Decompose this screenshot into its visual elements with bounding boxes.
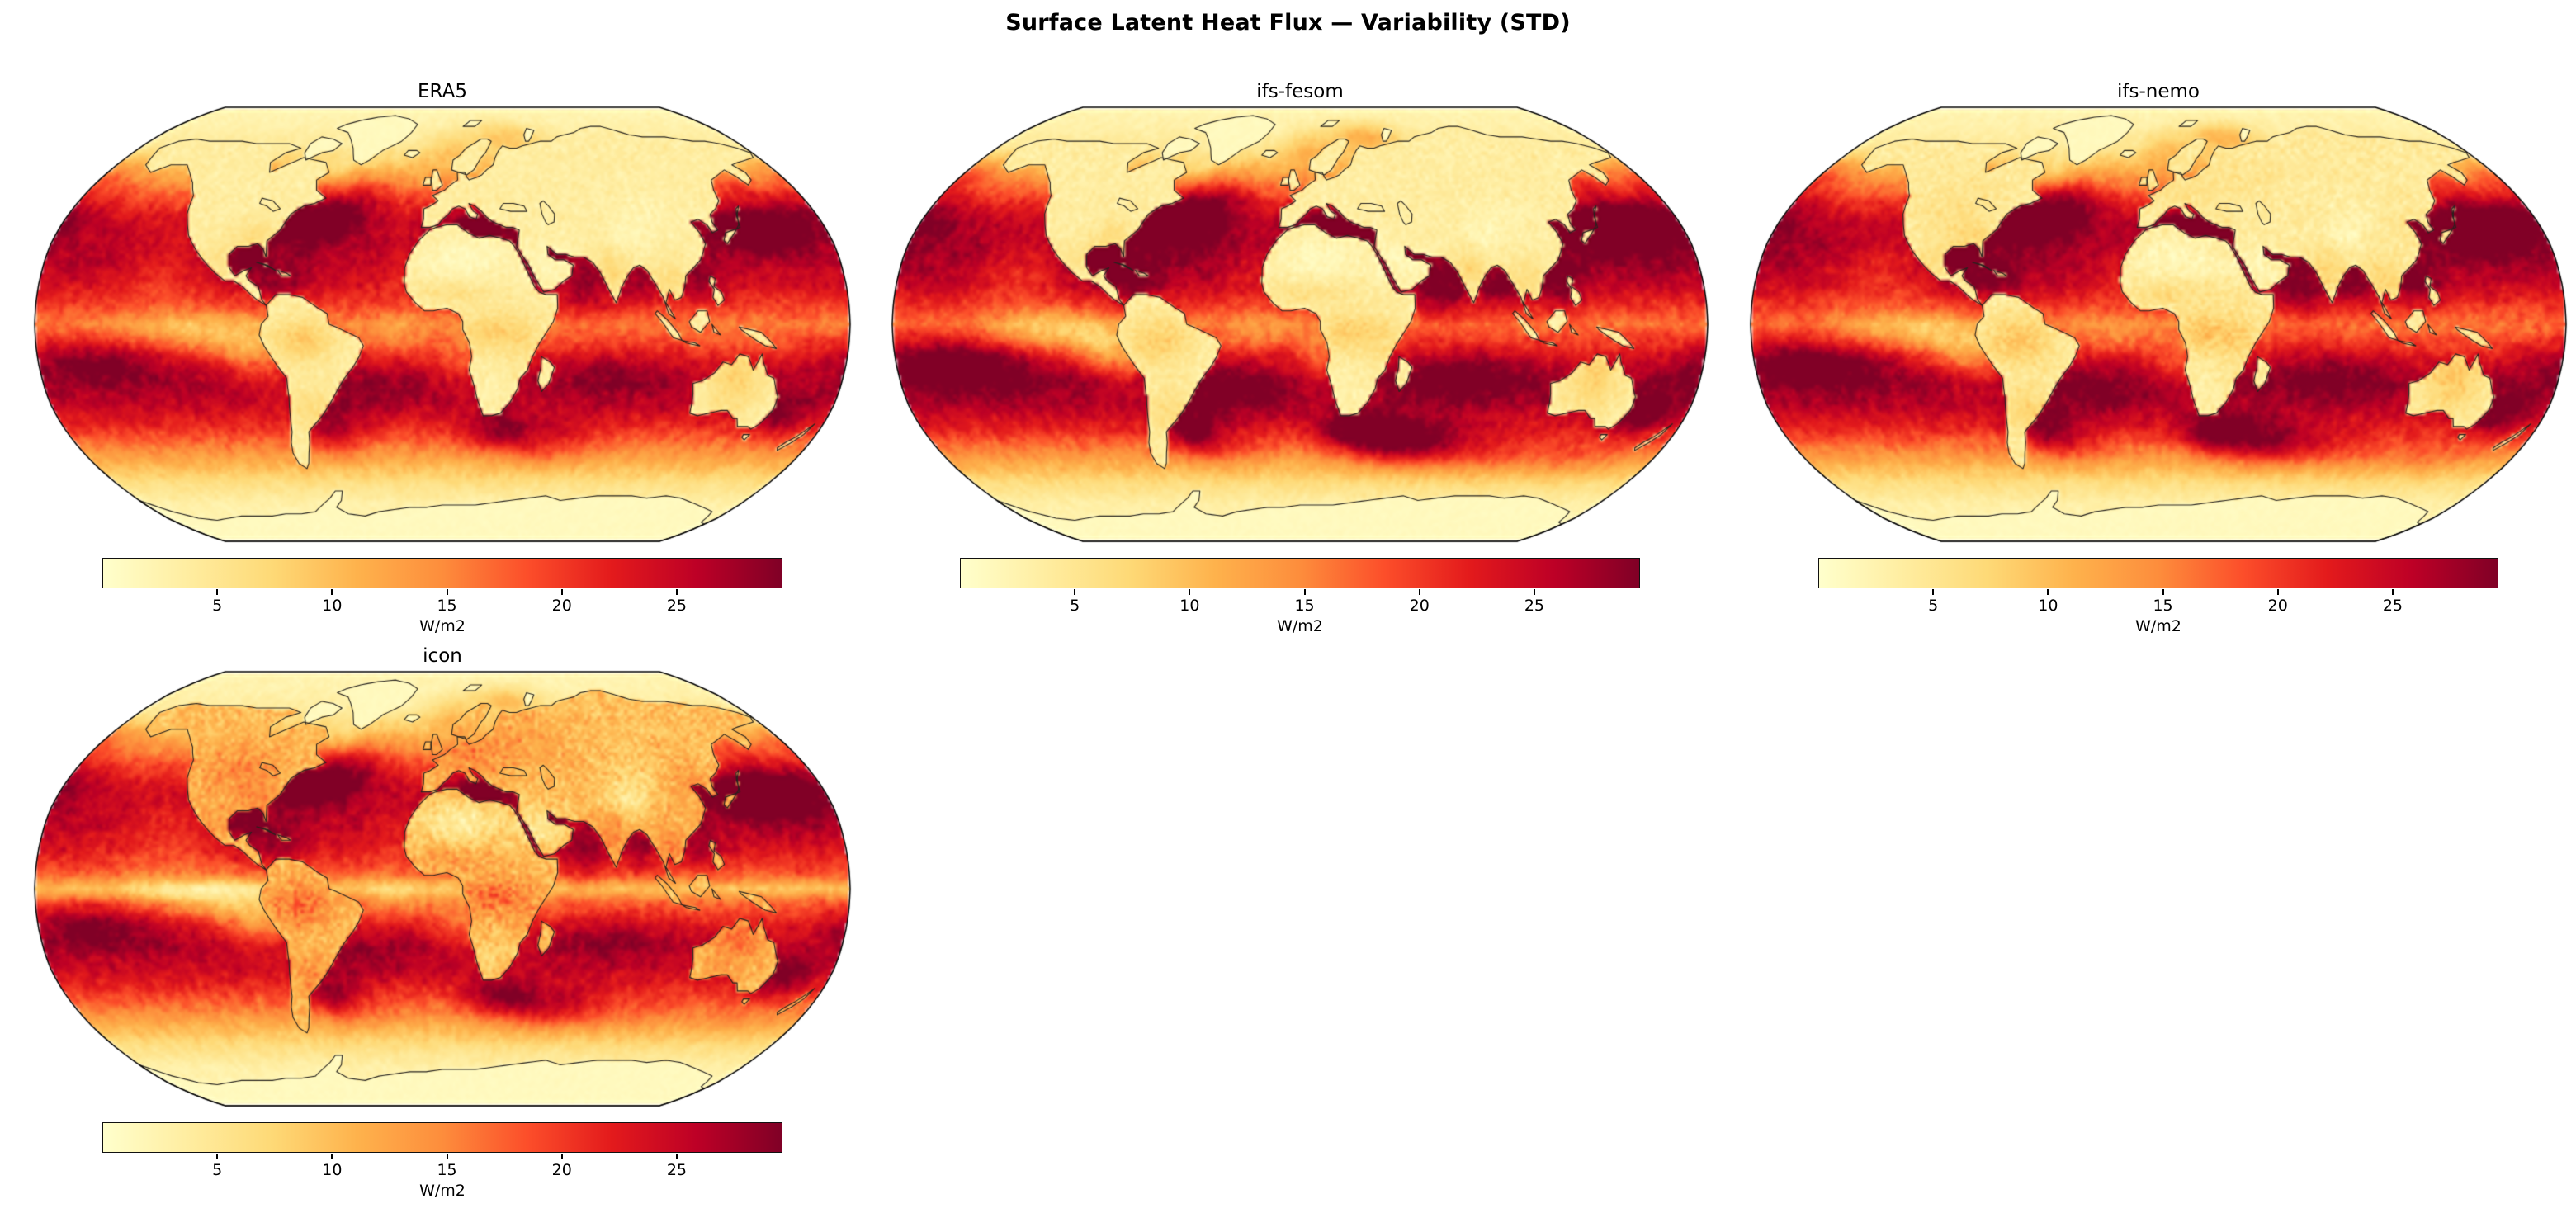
colorbar-tick-label: 10 [322, 1161, 343, 1179]
colorbar-tick-mark [2162, 589, 2164, 595]
colorbar-tick-label: 15 [1294, 597, 1315, 615]
colorbar-tick-label: 20 [1409, 597, 1430, 615]
panel-title-icon: icon [423, 645, 462, 667]
colorbar-tick-label: 5 [212, 1161, 223, 1179]
colorbar-tick-label: 25 [1524, 597, 1545, 615]
colorbar-inner: 5 10 15 20 25 W/m2 [102, 1122, 782, 1200]
colorbar-tick-mark [216, 589, 219, 595]
colorbar-tick-mark [446, 1154, 448, 1159]
colorbar-tick-mark [2047, 589, 2049, 595]
colorbar-unit-label: W/m2 [419, 617, 466, 635]
colorbar-tick-mark [2391, 589, 2394, 595]
colorbar-tick-label: 25 [666, 1161, 688, 1179]
panel-ifs-fesom: ifs-fesom 5 10 15 20 25 W/m2 [891, 81, 1709, 647]
colorbar-tick-mark [675, 1154, 678, 1159]
colorbar-unit-label: W/m2 [2135, 617, 2181, 635]
panel-title-ifs-nemo: ifs-nemo [2117, 81, 2200, 102]
colorbar-tick-label: 25 [666, 597, 688, 615]
colorbar-tick-mark [1533, 589, 1535, 595]
colorbar-tick-mark [1932, 589, 1935, 595]
panel-title-era5: ERA5 [418, 81, 467, 102]
colorbar-gradient [1818, 558, 2498, 588]
colorbar-inner: 5 10 15 20 25 W/m2 [1818, 558, 2498, 635]
colorbar-gradient [960, 558, 1640, 588]
colorbar-tick-label: 15 [437, 597, 457, 615]
colorbar-era5: 5 10 15 20 25 W/m2 [33, 558, 852, 647]
colorbar-tick-mark [1189, 589, 1191, 595]
colorbar-unit-label: W/m2 [419, 1182, 466, 1200]
panel-icon: icon 5 10 15 20 25 W/m2 [33, 645, 852, 1211]
colorbar-tick-mark [1074, 589, 1076, 595]
colorbar-tick-mark [560, 1154, 563, 1159]
colorbar-tick-mark [331, 589, 333, 595]
colorbar-tick-label: 10 [2038, 597, 2058, 615]
colorbar-tick-label: 10 [322, 597, 343, 615]
colorbar-ifs-nemo: 5 10 15 20 25 W/m2 [1749, 558, 2568, 647]
colorbar-tick-label: 25 [2382, 597, 2403, 615]
colorbar-ticks: 5 10 15 20 25 [1818, 589, 2498, 622]
colorbar-ticks: 5 10 15 20 25 [102, 589, 782, 622]
map-canvas-ifs-fesom [891, 106, 1709, 543]
colorbar-tick-mark [2276, 589, 2279, 595]
panel-era5: ERA5 5 10 15 20 25 W/m2 [33, 81, 852, 647]
colorbar-tick-label: 20 [551, 597, 572, 615]
colorbar-tick-label: 10 [1179, 597, 1200, 615]
colorbar-inner: 5 10 15 20 25 W/m2 [102, 558, 782, 635]
panel-ifs-nemo: ifs-nemo 5 10 15 20 25 W/m2 [1749, 81, 2568, 647]
map-canvas-icon [33, 670, 852, 1107]
colorbar-tick-label: 15 [2153, 597, 2173, 615]
colorbar-tick-mark [331, 1154, 333, 1159]
colorbar-tick-label: 5 [212, 597, 223, 615]
map-canvas-era5 [33, 106, 852, 543]
colorbar-gradient [102, 558, 782, 588]
colorbar-tick-label: 5 [1928, 597, 1939, 615]
colorbar-tick-mark [1418, 589, 1420, 595]
colorbar-tick-mark [216, 1154, 219, 1159]
colorbar-ticks: 5 10 15 20 25 [960, 589, 1640, 622]
colorbar-tick-label: 5 [1070, 597, 1080, 615]
colorbar-tick-label: 20 [2267, 597, 2288, 615]
figure-title: Surface Latent Heat Flux — Variability (… [1005, 10, 1571, 35]
colorbar-tick-mark [446, 589, 448, 595]
colorbar-tick-mark [1303, 589, 1306, 595]
colorbar-gradient [102, 1122, 782, 1153]
colorbar-inner: 5 10 15 20 25 W/m2 [960, 558, 1640, 635]
colorbar-icon: 5 10 15 20 25 W/m2 [33, 1122, 852, 1211]
colorbar-ticks: 5 10 15 20 25 [102, 1154, 782, 1187]
colorbar-tick-label: 20 [551, 1161, 572, 1179]
colorbar-ifs-fesom: 5 10 15 20 25 W/m2 [891, 558, 1709, 647]
colorbar-tick-mark [560, 589, 563, 595]
map-canvas-ifs-nemo [1749, 106, 2568, 543]
colorbar-unit-label: W/m2 [1277, 617, 1323, 635]
colorbar-tick-label: 15 [437, 1161, 457, 1179]
panel-title-ifs-fesom: ifs-fesom [1256, 81, 1344, 102]
colorbar-tick-mark [675, 589, 678, 595]
